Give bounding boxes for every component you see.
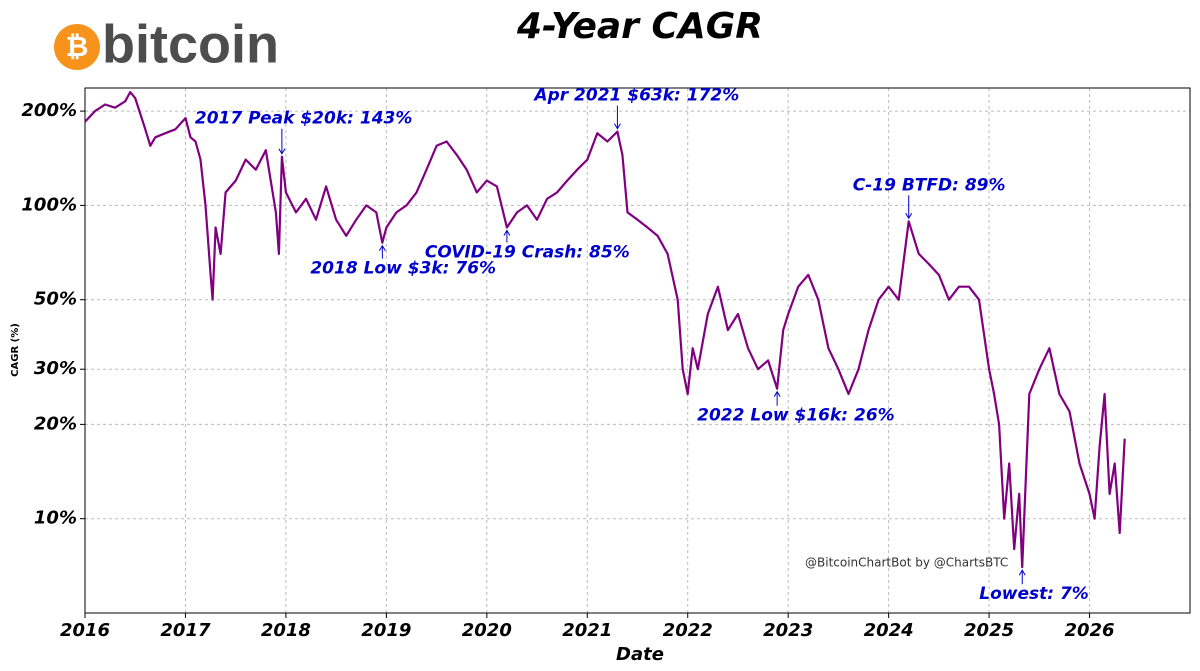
x-tick-label: 2025 [964, 620, 1014, 641]
plot-frame [84, 87, 1191, 614]
x-tick-label: 2019 [361, 620, 411, 641]
annotation-arrowhead [503, 229, 511, 236]
chart-title: 4-Year CAGR [516, 6, 763, 47]
logo-symbol: ₿ [66, 30, 89, 63]
annotation: 2022 Low $16k: 26% [697, 406, 895, 426]
y-tick-label: 30% [34, 358, 77, 379]
y-tick-label: 200% [21, 100, 77, 121]
y-axis-label: CAGR (%) [10, 323, 21, 377]
annotation-arrowhead [773, 390, 781, 397]
x-tick-label: 2020 [462, 620, 512, 641]
x-tick-label: 2024 [864, 620, 914, 641]
annotation-arrowhead [613, 123, 621, 130]
annotation: Apr 2021 $63k: 172% [532, 86, 739, 106]
x-tick-label: 2017 [160, 620, 211, 641]
annotation-arrowhead [1018, 569, 1026, 576]
annotation: 2017 Peak $20k: 143% [195, 109, 413, 129]
logo-circle [54, 24, 100, 70]
y-tick-label: 100% [21, 194, 77, 215]
x-tick-label: 2022 [663, 620, 713, 641]
annotation-arrowhead [905, 213, 913, 220]
x-axis-label: Date [616, 644, 664, 665]
x-tick-label: 2026 [1064, 620, 1114, 641]
x-tick-label: 2016 [60, 620, 110, 641]
x-tick-label: 2023 [763, 620, 813, 641]
y-tick-label: 10% [34, 508, 77, 529]
y-tick-label: 50% [34, 289, 77, 310]
annotation: C-19 BTFD: 89% [853, 175, 1006, 195]
x-tick-label: 2021 [562, 620, 612, 641]
x-tick-label: 2018 [261, 620, 311, 641]
annotation-arrowhead [278, 148, 286, 155]
annotation: COVID-19 Crash: 85% [425, 243, 630, 263]
annotation: Lowest: 7% [979, 584, 1089, 604]
y-tick-label: 20% [34, 413, 77, 434]
watermark: @BitcoinChartBot by @ChartsBTC [805, 556, 1008, 570]
annotation-arrowhead [378, 244, 386, 252]
annotation: 2018 Low $3k: 76% [310, 259, 496, 279]
line [84, 91, 1126, 569]
logo-text: bitcoin [102, 14, 279, 74]
